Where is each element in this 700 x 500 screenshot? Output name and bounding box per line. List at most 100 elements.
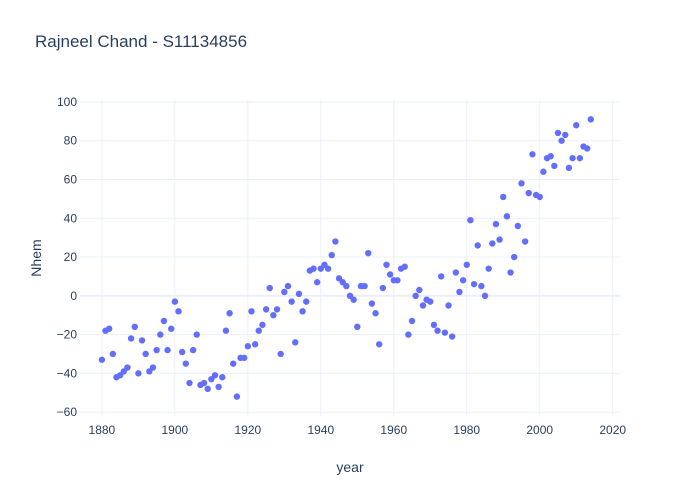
data-point[interactable] [525, 189, 532, 197]
data-point[interactable] [573, 122, 580, 129]
data-point[interactable] [299, 308, 306, 315]
data-point[interactable] [386, 271, 394, 278]
data-point[interactable] [514, 222, 522, 230]
data-point[interactable] [277, 350, 284, 358]
data-point[interactable] [281, 288, 288, 296]
data-point[interactable] [500, 193, 507, 201]
data-point[interactable] [98, 356, 106, 363]
data-point[interactable] [405, 331, 412, 338]
data-point[interactable] [189, 346, 197, 354]
data-point[interactable] [408, 317, 416, 325]
data-point[interactable] [354, 323, 361, 331]
data-point[interactable] [240, 354, 248, 362]
data-point[interactable] [394, 277, 401, 284]
data-point[interactable] [343, 282, 350, 290]
data-point[interactable] [441, 329, 449, 336]
data-point[interactable] [270, 311, 277, 319]
data-point[interactable] [288, 298, 295, 305]
data-point[interactable] [368, 300, 376, 307]
data-point[interactable] [547, 153, 554, 160]
data-point[interactable] [463, 261, 470, 268]
data-point[interactable] [324, 265, 332, 272]
data-point[interactable] [540, 168, 547, 175]
data-point[interactable] [427, 298, 434, 305]
data-point[interactable] [310, 265, 317, 272]
data-point[interactable] [230, 360, 237, 367]
data-point[interactable] [401, 263, 408, 270]
data-point[interactable] [470, 280, 478, 288]
data-point[interactable] [445, 302, 452, 309]
data-point[interactable] [375, 341, 383, 348]
data-point[interactable] [558, 137, 565, 144]
data-point[interactable] [182, 360, 190, 367]
data-point[interactable] [383, 261, 390, 268]
data-point[interactable] [178, 348, 186, 356]
data-point[interactable] [193, 331, 200, 338]
data-point[interactable] [365, 249, 372, 257]
data-point[interactable] [576, 154, 584, 162]
data-point[interactable] [222, 327, 230, 334]
data-point[interactable] [105, 325, 113, 332]
data-point[interactable] [452, 269, 460, 276]
data-point[interactable] [372, 310, 379, 317]
data-point[interactable] [438, 273, 445, 280]
data-point[interactable] [160, 317, 168, 325]
data-point[interactable] [211, 372, 219, 379]
data-point[interactable] [244, 343, 252, 350]
data-point[interactable] [200, 379, 208, 387]
data-point[interactable] [215, 383, 222, 391]
data-point[interactable] [138, 337, 146, 344]
data-point[interactable] [510, 253, 518, 261]
data-point[interactable] [478, 282, 485, 290]
data-point[interactable] [551, 162, 558, 170]
data-point[interactable] [127, 335, 135, 342]
data-point[interactable] [412, 292, 419, 300]
data-point[interactable] [583, 145, 591, 152]
data-point[interactable] [226, 310, 233, 317]
data-point[interactable] [284, 282, 292, 290]
data-point[interactable] [448, 333, 456, 340]
data-point[interactable] [456, 288, 463, 296]
data-point[interactable] [587, 116, 595, 123]
data-point[interactable] [554, 129, 562, 137]
data-point[interactable] [259, 321, 266, 329]
data-point[interactable] [273, 306, 281, 313]
data-point[interactable] [529, 151, 536, 158]
data-point[interactable] [328, 251, 335, 259]
data-point[interactable] [266, 284, 273, 292]
data-point[interactable] [332, 238, 339, 245]
data-point[interactable] [124, 364, 131, 371]
data-point[interactable] [467, 216, 474, 224]
data-point[interactable] [361, 282, 368, 290]
data-point[interactable] [350, 296, 357, 303]
data-point[interactable] [109, 350, 117, 358]
data-point[interactable] [492, 220, 500, 228]
data-point[interactable] [536, 193, 543, 201]
data-point[interactable] [262, 306, 270, 313]
data-point[interactable] [503, 213, 511, 220]
data-point[interactable] [474, 242, 481, 249]
data-point[interactable] [153, 346, 160, 354]
data-point[interactable] [481, 292, 489, 300]
data-point[interactable] [295, 290, 303, 298]
data-point[interactable] [379, 284, 387, 292]
data-point[interactable] [186, 379, 193, 387]
data-point[interactable] [248, 308, 255, 315]
data-point[interactable] [507, 269, 514, 276]
data-point[interactable] [219, 374, 226, 381]
data-point[interactable] [168, 325, 175, 332]
data-point[interactable] [233, 393, 241, 400]
data-point[interactable] [565, 164, 573, 172]
data-point[interactable] [496, 236, 503, 243]
data-point[interactable] [292, 339, 299, 346]
data-point[interactable] [518, 180, 525, 187]
data-point[interactable] [175, 308, 182, 315]
data-point[interactable] [569, 154, 576, 162]
data-point[interactable] [164, 346, 171, 354]
data-point[interactable] [459, 277, 467, 284]
data-point[interactable] [313, 279, 321, 286]
data-point[interactable] [251, 341, 259, 348]
data-point[interactable] [142, 350, 149, 358]
data-point[interactable] [149, 364, 157, 371]
data-point[interactable] [434, 327, 441, 334]
